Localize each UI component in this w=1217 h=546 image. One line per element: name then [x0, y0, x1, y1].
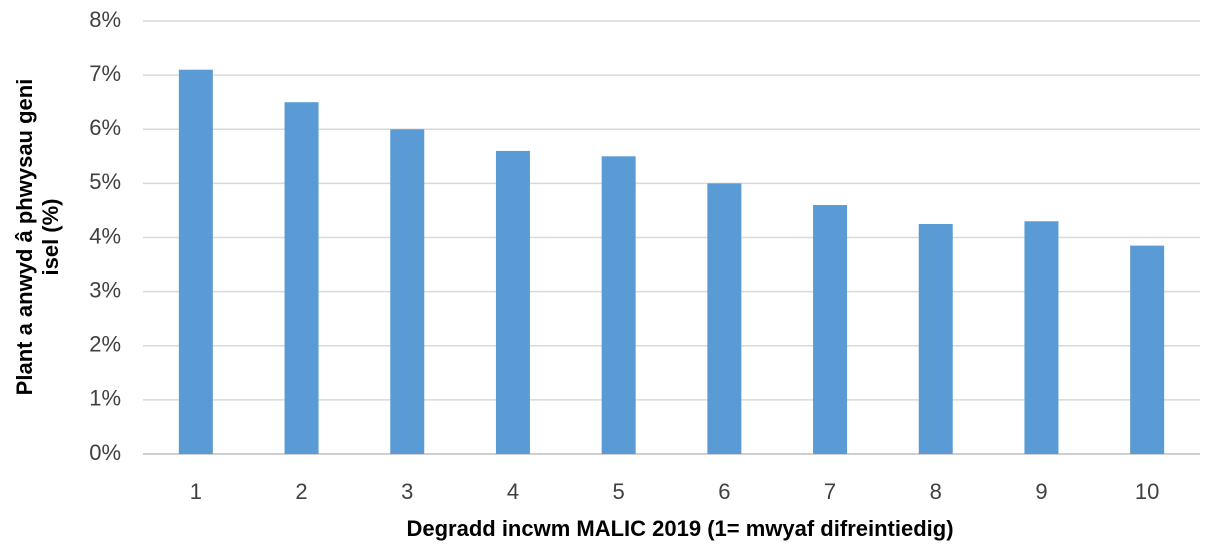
x-tick-label: 7 [824, 479, 836, 504]
bar [284, 102, 319, 454]
x-tick-label: 1 [190, 479, 202, 504]
bar [918, 223, 953, 454]
bar [1130, 245, 1165, 454]
x-tick-label: 6 [718, 479, 730, 504]
y-axis-title: isel (%) [38, 198, 63, 275]
y-tick-label: 7% [89, 61, 121, 86]
y-tick-label: 2% [89, 332, 121, 357]
y-tick-label: 3% [89, 277, 121, 302]
bar [390, 129, 425, 454]
bar [1024, 221, 1059, 454]
x-tick-label: 2 [295, 479, 307, 504]
bar [707, 183, 742, 454]
x-tick-label: 4 [507, 479, 519, 504]
bar [813, 205, 848, 454]
bar [178, 69, 213, 455]
x-tick-label: 9 [1035, 479, 1047, 504]
bar [601, 156, 636, 454]
y-tick-label: 8% [89, 7, 121, 32]
y-tick-label: 0% [89, 440, 121, 465]
x-tick-label: 8 [930, 479, 942, 504]
x-tick-label: 5 [613, 479, 625, 504]
y-tick-label: 6% [89, 115, 121, 140]
y-tick-label: 4% [89, 223, 121, 248]
x-tick-label: 10 [1135, 479, 1159, 504]
y-tick-label: 5% [89, 169, 121, 194]
x-tick-label: 3 [401, 479, 413, 504]
y-axis-title: Plant a anwyd â phwysau geni [12, 79, 37, 396]
bar [495, 150, 530, 454]
y-tick-label: 1% [89, 386, 121, 411]
x-axis-title: Degradd incwm MALIC 2019 (1= mwyaf difre… [406, 516, 953, 541]
